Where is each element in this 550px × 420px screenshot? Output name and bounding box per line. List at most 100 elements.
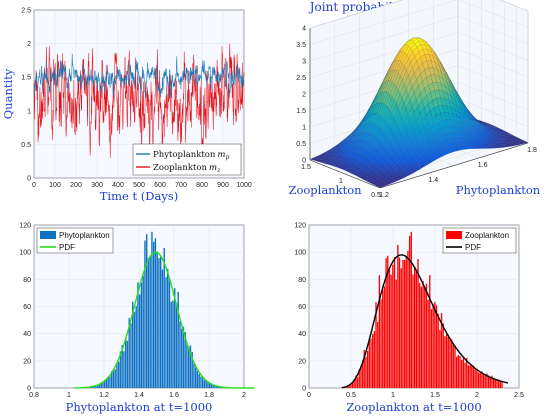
hist-bar xyxy=(439,330,441,388)
hist-bar xyxy=(487,375,490,388)
surface-patch xyxy=(513,143,521,146)
surface-patch xyxy=(432,98,439,108)
y-tick-label: 20 xyxy=(23,358,31,365)
hist-bar xyxy=(501,381,503,388)
hist-bar xyxy=(472,365,475,388)
hist-bar xyxy=(182,326,185,388)
hist-bar xyxy=(474,369,476,388)
hist-bar xyxy=(147,257,150,388)
timeseries-ylabel: Quantity xyxy=(1,68,15,119)
x-tick-label: 1.2 xyxy=(379,192,389,199)
surface-patch xyxy=(357,139,365,147)
hist-bar xyxy=(107,377,109,388)
hist-bar xyxy=(165,277,167,388)
hist-bar xyxy=(360,367,362,388)
surface-patch xyxy=(410,55,417,68)
hist-bar xyxy=(432,304,434,388)
hist-bar xyxy=(442,323,444,388)
hist-bar xyxy=(93,386,95,388)
surface-patch xyxy=(365,113,373,125)
hist-bar xyxy=(142,275,144,388)
y-axis-line xyxy=(309,159,381,189)
surface-patch xyxy=(358,119,365,130)
hist-zoo-pdf xyxy=(341,254,509,389)
y-tick-label: 120 xyxy=(19,223,31,230)
legend-label-zoo: Zooplankton mz xyxy=(153,163,221,174)
hist-bar xyxy=(109,376,111,388)
x-tick-label: 1.8 xyxy=(204,392,214,399)
x-tick-label: 800 xyxy=(196,182,208,189)
timeseries-yticks: 0 0.5 1 1.5 2 2.5 xyxy=(21,8,31,183)
hist-bar xyxy=(445,333,448,388)
z-tick-label: 1.5 xyxy=(296,108,306,115)
surface-patch xyxy=(357,147,364,155)
hist-bar xyxy=(358,369,360,388)
x-axis-line xyxy=(379,142,529,189)
hist-bar xyxy=(370,338,372,388)
surface-patch xyxy=(331,162,338,167)
hist-bar xyxy=(200,376,202,388)
legend-label-zoo-bars: Zooplankton xyxy=(465,231,509,240)
hist-bar xyxy=(104,379,106,388)
surface-patch xyxy=(353,153,360,160)
hist-bar xyxy=(435,305,438,388)
hist-bar xyxy=(210,384,213,388)
x-tick-label: 500 xyxy=(133,182,145,189)
z-tick-label: 1 xyxy=(302,125,306,132)
surface-patch xyxy=(348,130,355,138)
surface-patch xyxy=(372,90,379,103)
hist-bar xyxy=(363,349,365,388)
hist-bar xyxy=(151,231,153,388)
x-tick-label: 900 xyxy=(217,182,229,189)
hist-bar xyxy=(429,275,431,388)
y-tick-label: 0 xyxy=(27,176,31,183)
legend-swatch-zoo-bars xyxy=(446,231,462,239)
hist-bar xyxy=(144,240,146,388)
hist-bar xyxy=(486,373,488,388)
surface-patch xyxy=(521,141,529,144)
hist-bar xyxy=(355,375,357,388)
hist-bar xyxy=(212,384,214,388)
y-tick-label: 0 xyxy=(27,386,31,393)
hist-bar xyxy=(412,274,414,388)
surface-patch xyxy=(416,73,423,87)
legend-swatch-phyto-bars xyxy=(40,231,56,239)
hist-bar xyxy=(207,382,209,388)
surface-patch xyxy=(345,140,353,148)
joint-pdf-ticks: 0 0.5 1 1.5 2 2.5 3 3.5 4 1.2 1.4 1.6 1.8 0.5 1 1.5 xyxy=(296,26,537,200)
hist-bar xyxy=(430,309,433,388)
surface-patch xyxy=(426,74,433,85)
hist-bar xyxy=(397,244,399,388)
hist-bar xyxy=(390,274,392,388)
timeseries-panel: 0 100 200 300 400 500 600 700 800 900 1000 0 0.5 1 1.… xyxy=(1,8,252,204)
hist-bar xyxy=(186,342,188,388)
x-tick-label: 1000 xyxy=(236,182,252,189)
y-tick-label: 120 xyxy=(294,223,306,230)
hist-bar xyxy=(361,360,364,388)
hist-phyto-xlabel: Phytoplankton at t=1000 xyxy=(66,400,213,414)
surface-patch xyxy=(354,123,361,133)
surface-patch xyxy=(386,177,393,181)
surface-patch xyxy=(515,138,523,141)
z-tick-label: 3.5 xyxy=(296,42,306,49)
surface-patch xyxy=(450,95,458,107)
hist-bar xyxy=(153,241,155,388)
hist-bar xyxy=(498,379,500,388)
hist-phyto-xticks: 0.8 1 1.2 1.4 1.6 1.8 2 xyxy=(29,392,246,399)
surface-patch xyxy=(377,129,384,141)
hist-bar xyxy=(105,379,108,388)
x-tick-label: 0 xyxy=(307,392,311,399)
legend-label-phyto: Phytoplankton mp xyxy=(153,150,229,161)
hist-bar xyxy=(449,338,451,388)
hist-bar xyxy=(196,370,199,388)
surface-patch xyxy=(377,185,385,188)
surface-patch xyxy=(494,129,501,132)
hist-bar xyxy=(100,382,102,388)
y-tick-label: 1.5 xyxy=(21,75,31,82)
surface-patch xyxy=(495,134,503,138)
surface-patch xyxy=(329,162,336,166)
surface-patch xyxy=(352,124,360,133)
hist-bar xyxy=(170,301,172,388)
x-tick-label: 1.8 xyxy=(527,147,537,154)
